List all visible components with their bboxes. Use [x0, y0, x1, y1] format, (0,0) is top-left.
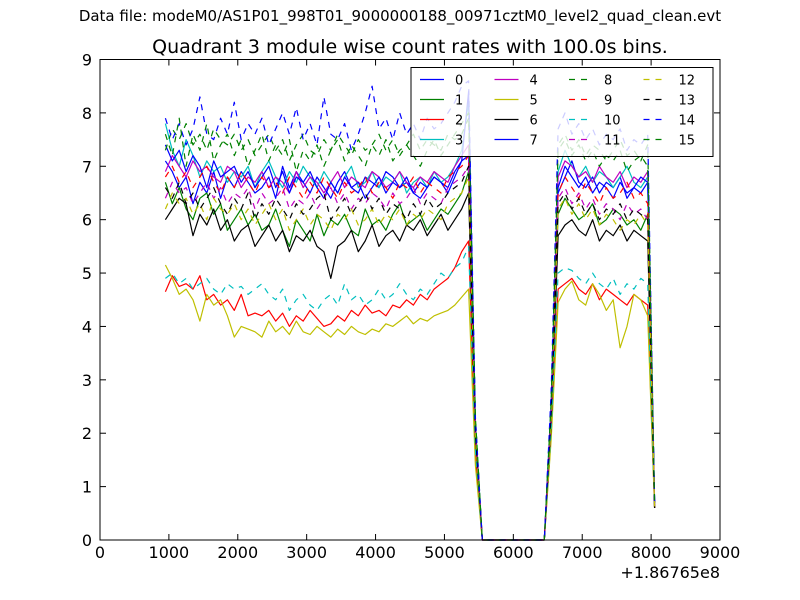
x-tick-label: 1000 [149, 543, 190, 562]
x-tick-label: 8000 [631, 543, 672, 562]
y-tick-label: 1 [82, 478, 92, 497]
figure-suptitle: Data file: modeM0/AS1P01_998T01_90000001… [78, 7, 722, 25]
x-tick-label: 6000 [493, 543, 534, 562]
series-line-12 [164, 176, 656, 541]
legend-label: 8 [604, 74, 612, 89]
x-tick-label: 5000 [424, 543, 465, 562]
x-offset-label: +1.86765e8 [620, 563, 720, 582]
series-line-14 [164, 80, 656, 541]
x-tick-label: 7000 [562, 543, 603, 562]
y-tick-label: 3 [82, 371, 92, 390]
legend-label: 14 [679, 114, 696, 129]
series-line-13 [164, 165, 656, 541]
x-tick-label: 3000 [286, 543, 327, 562]
legend-label: 1 [455, 94, 463, 109]
legend-label: 6 [530, 114, 538, 129]
series-line-1 [164, 171, 656, 541]
y-tick-label: 0 [82, 531, 92, 550]
chart-title: Quadrant 3 module wise count rates with … [152, 36, 668, 58]
series-line-2 [164, 240, 656, 541]
legend-label: 5 [530, 94, 538, 109]
axes-frame [99, 59, 721, 541]
series-line-6 [164, 192, 656, 541]
legend-label: 2 [455, 114, 463, 129]
legend-box [410, 67, 714, 157]
legend-label: 15 [679, 134, 696, 149]
x-tick-label: 0 [95, 543, 105, 562]
series-line-3 [164, 101, 656, 541]
legend-label: 4 [530, 74, 538, 89]
y-tick-label: 7 [82, 157, 92, 176]
y-tick-label: 9 [82, 51, 92, 70]
series-line-11 [164, 165, 656, 541]
legend-label: 0 [455, 74, 463, 89]
y-tick-label: 2 [82, 424, 92, 443]
legend-label: 10 [604, 114, 621, 129]
series-layer [164, 80, 656, 541]
series-line-4 [164, 144, 656, 541]
x-tick-label: 4000 [355, 543, 396, 562]
series-line-5 [164, 264, 656, 541]
y-tick-label: 8 [82, 104, 92, 123]
legend-label: 13 [679, 94, 696, 109]
legend-label: 7 [530, 134, 538, 149]
legend-label: 11 [604, 134, 621, 149]
legend-label: 9 [604, 94, 612, 109]
y-tick-label: 6 [82, 211, 92, 230]
series-line-7 [164, 90, 656, 541]
y-tick-label: 5 [82, 264, 92, 283]
tick-layer: 0 1000 2000 3000 4000 5000 6000 7000 8000 9000012… [82, 51, 741, 563]
legend-label: 12 [679, 74, 696, 89]
x-tick-label: 2000 [217, 543, 258, 562]
y-tick-label: 4 [82, 317, 92, 336]
legend-label: 3 [455, 134, 463, 149]
series-line-9 [164, 155, 656, 541]
x-tick-label: 9000 [700, 543, 741, 562]
